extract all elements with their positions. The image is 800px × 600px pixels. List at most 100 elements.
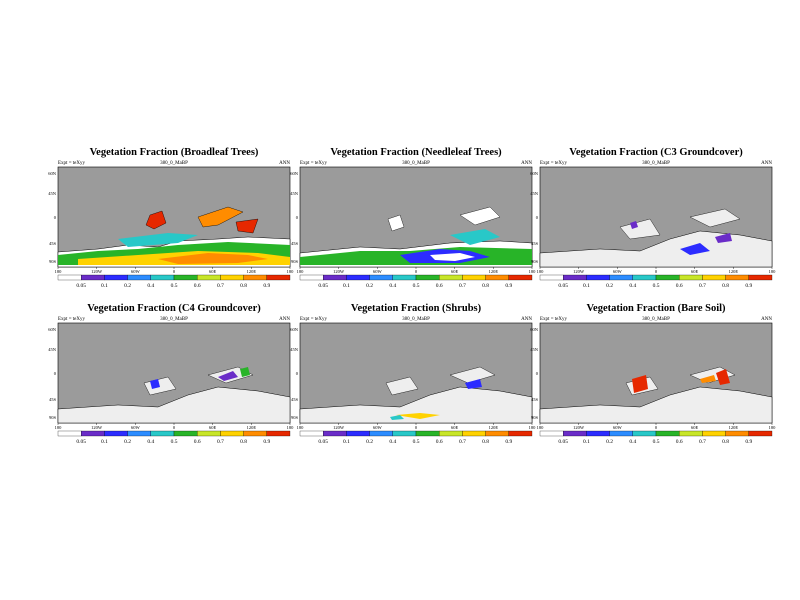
- lon-tick-label: 180: [537, 269, 545, 274]
- lon-tick-label: 120E: [489, 425, 499, 430]
- run-label: 380_0_MaBP: [402, 317, 430, 322]
- colorbar-swatch: [485, 430, 509, 437]
- vegetation-patch: [465, 379, 482, 389]
- colorbar-label: 0.8: [722, 283, 729, 289]
- colorbar-swatch: [539, 430, 564, 437]
- expt-label: Expt = teXyy: [58, 161, 85, 166]
- lat-tick-label: 90S: [531, 415, 539, 420]
- panel-title: Vegetation Fraction (C4 Groundcover): [87, 303, 261, 314]
- colorbar: 0.05 0.1 0.2 0.4 0.5 0.6 0.7 0.8 0.9: [57, 430, 291, 445]
- colorbar-label: 0.2: [124, 283, 131, 289]
- colorbar-swatch: [173, 274, 198, 281]
- colorbar-label: 0.7: [459, 283, 466, 289]
- panel-title: Vegetation Fraction (Bare Soil): [586, 303, 726, 314]
- lon-tick-label: 180: [297, 425, 305, 430]
- colorbar-label: 0.1: [583, 283, 590, 289]
- lon-tick-label: 60W: [613, 269, 623, 274]
- lat-tick-label: 0: [54, 215, 57, 220]
- lon-tick-label: 0: [173, 425, 176, 430]
- lat-tick-label: 90S: [49, 259, 57, 264]
- lon-tick-label: 180: [769, 269, 777, 274]
- colorbar-swatch: [632, 274, 657, 281]
- lon-tick-label: 180: [529, 269, 537, 274]
- colorbar-label: 0.2: [606, 283, 613, 289]
- lon-tick-label: 120W: [573, 425, 585, 430]
- colorbar-swatch: [609, 430, 633, 437]
- map-c3-groundcover: 60N 45N 0 45S 90S 180 120W 60W 0 60E 120E 180: [530, 166, 776, 274]
- colorbar-swatch: [220, 430, 244, 437]
- colorbar-label: 0.1: [343, 283, 350, 289]
- lat-tick-label: 45S: [49, 241, 57, 246]
- colorbar-swatch: [439, 274, 463, 281]
- colorbar-label: 0.9: [745, 283, 752, 289]
- lat-tick-label: 0: [536, 215, 539, 220]
- colorbar-swatch: [369, 430, 393, 437]
- colorbar-label: 0.7: [217, 283, 224, 289]
- colorbar-label: 0.9: [505, 439, 512, 445]
- colorbar-swatch: [173, 430, 198, 437]
- colorbar-label: 0.4: [629, 439, 636, 445]
- expt-label: Expt = teXyy: [300, 161, 327, 166]
- season-label: ANN: [521, 317, 532, 322]
- lat-tick-label: 60N: [48, 171, 57, 176]
- colorbar-swatch: [197, 274, 221, 281]
- colorbar: 0.05 0.1 0.2 0.4 0.5 0.6 0.7 0.8 0.9: [57, 274, 291, 289]
- lat-tick-label: 45S: [291, 397, 299, 402]
- colorbar-swatch: [346, 430, 370, 437]
- vegetation-patch: [680, 243, 710, 255]
- vegetation-patch: [197, 206, 244, 228]
- lon-tick-label: 60E: [451, 425, 459, 430]
- vegetation-patch: [430, 253, 475, 261]
- panel-title: Vegetation Fraction (Broadleaf Trees): [89, 147, 259, 158]
- colorbar-label: 0.2: [366, 283, 373, 289]
- lat-tick-label: 60N: [530, 171, 539, 176]
- colorbar-swatch: [197, 430, 221, 437]
- colorbar-swatch: [392, 274, 417, 281]
- colorbar-swatch: [266, 430, 291, 437]
- colorbar-label: 0.8: [482, 439, 489, 445]
- expt-label: Expt = teXyy: [540, 161, 567, 166]
- panel-c3-groundcover: Vegetation Fraction (C3 Groundcover) Exp…: [530, 147, 776, 317]
- landmass-outline: [449, 366, 496, 384]
- colorbar: 0.05 0.1 0.2 0.4 0.5 0.6 0.7 0.8 0.9: [299, 274, 533, 289]
- lon-tick-label: 180: [55, 425, 63, 430]
- colorbar: 0.05 0.1 0.2 0.4 0.5 0.6 0.7 0.8 0.9: [539, 430, 773, 445]
- lon-tick-label: 180: [297, 269, 305, 274]
- colorbar-swatch: [439, 430, 463, 437]
- colorbar-swatch: [462, 430, 486, 437]
- lon-tick-label: 120W: [573, 269, 585, 274]
- colorbar-swatch: [127, 430, 151, 437]
- lat-tick-label: 0: [536, 371, 539, 376]
- lon-tick-label: 60E: [209, 425, 217, 430]
- lat-tick-label: 45S: [531, 397, 539, 402]
- colorbar-swatch: [150, 274, 175, 281]
- colorbar-label: 0.6: [676, 283, 683, 289]
- expt-label: Expt = teXyy: [300, 317, 327, 322]
- colorbar-swatch: [508, 274, 533, 281]
- colorbar-swatch: [586, 274, 610, 281]
- colorbar-swatch: [702, 430, 726, 437]
- colorbar-swatch: [508, 430, 533, 437]
- lat-tick-label: 45N: [48, 347, 57, 352]
- panel-title: Vegetation Fraction (C3 Groundcover): [569, 147, 743, 158]
- lon-tick-label: 60W: [613, 425, 623, 430]
- colorbar-label: 0.4: [389, 439, 396, 445]
- run-label: 380_0_MaBP: [160, 317, 188, 322]
- colorbar-label: 0.9: [505, 283, 512, 289]
- colorbar-swatch: [725, 430, 749, 437]
- colorbar-swatch: [462, 274, 486, 281]
- colorbar-label: 0.6: [436, 283, 443, 289]
- vegetation-patch: [218, 371, 238, 381]
- colorbar-label: 0.8: [240, 283, 247, 289]
- lat-tick-label: 45S: [49, 397, 57, 402]
- lat-tick-label: 60N: [290, 171, 299, 176]
- colorbar-swatch: [609, 274, 633, 281]
- lon-tick-label: 60E: [209, 269, 217, 274]
- colorbar-swatch: [57, 274, 82, 281]
- vegetation-patch: [630, 221, 638, 229]
- colorbar-label: 0.7: [217, 439, 224, 445]
- lat-tick-label: 90S: [291, 415, 299, 420]
- lon-tick-label: 180: [769, 425, 777, 430]
- vegetation-patch: [716, 369, 730, 385]
- vegetation-patch: [459, 206, 501, 226]
